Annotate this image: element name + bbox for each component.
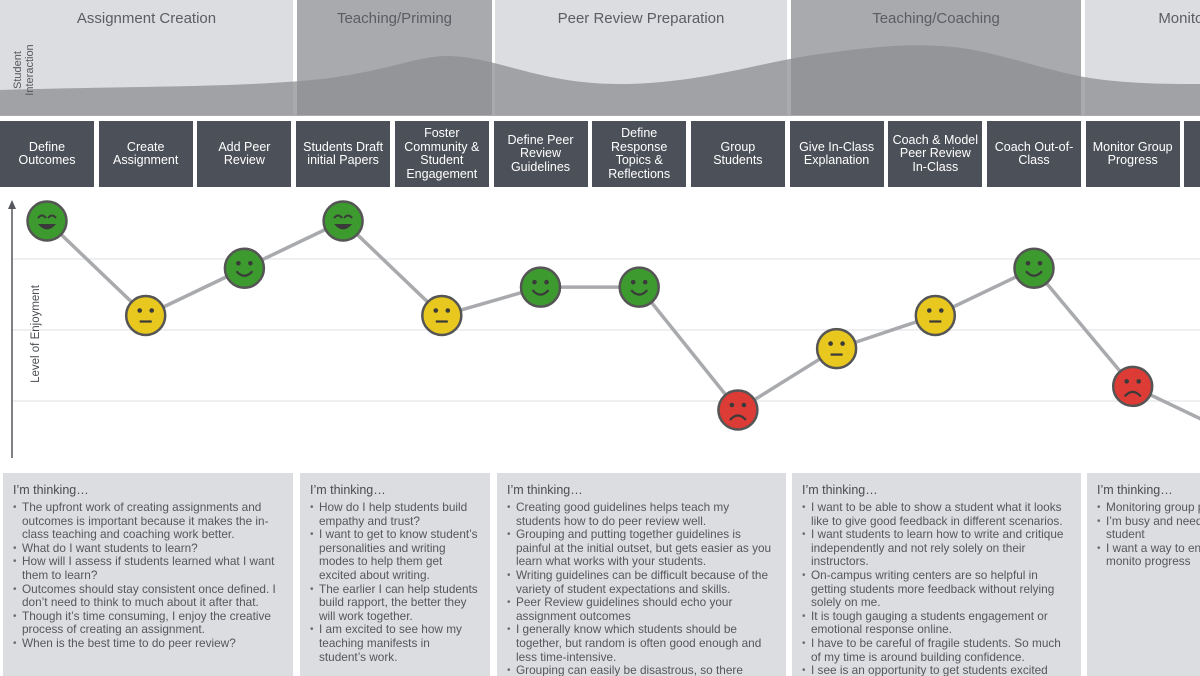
mood-face-happy-icon (223, 247, 266, 289)
step-card: Monitor Group Progress (1085, 121, 1180, 187)
panel-title: I’m thinking… (13, 483, 89, 497)
phase-label: Peer Review Preparation (557, 10, 725, 27)
step-card: C (1184, 121, 1200, 187)
thinking-panel: I’m thinking… I want to be able to show a… (792, 473, 1081, 676)
step-card: Define Response Topics & Reflections (592, 121, 687, 187)
thought-item: On-campus writing centers are so helpful… (802, 568, 1071, 610)
thought-item: I’m busy and need notified of student (1097, 514, 1200, 542)
thought-list: The upfront work of creating assignments… (13, 500, 283, 651)
thinking-panel: I’m thinking… How do I help students buil… (300, 473, 490, 676)
mood-face-neutral-icon (124, 294, 167, 337)
thought-item: When is the best time to do peer review? (13, 636, 283, 651)
thought-item: Grouping can easily be disastrous, so th… (507, 663, 776, 676)
thought-item: I have to be careful of fragile students… (802, 636, 1071, 664)
thought-item: I generally know which students should b… (507, 623, 776, 664)
mood-face-neutral-icon (815, 327, 858, 370)
thought-item: I am excited to see how my teaching mani… (310, 623, 480, 664)
thought-item: Grouping and putting together guidelines… (507, 527, 776, 569)
thought-list: Monitoring group p laborious.I’m busy an… (1097, 500, 1200, 569)
phase-label: Assignment Creation (76, 10, 217, 27)
thought-item: Writing guidelines can be difficult beca… (507, 568, 776, 596)
thinking-panel: I’m thinking… Monitoring group p laboriou… (1087, 473, 1200, 676)
thinking-panel: I’m thinking… Creating good guidelines he… (497, 473, 786, 676)
thought-item: What do I want students to learn? (13, 541, 283, 556)
step-card: Foster Community & Student Engagement (394, 121, 489, 187)
step-card: Define Outcomes (0, 121, 94, 187)
phase-label: Monitori (1158, 10, 1200, 27)
thought-item: I want students to learn how to write an… (802, 527, 1071, 569)
panel-title: I’m thinking… (310, 483, 386, 497)
thought-item: The earlier I can help students build ra… (310, 582, 480, 624)
thought-item: I want a way to en students to monito pr… (1097, 541, 1200, 569)
mood-face-happy-icon (618, 266, 660, 308)
student-interaction-label: Student Interaction (12, 44, 36, 96)
phase-label: Teaching/Coaching (872, 10, 1000, 27)
mood-face-very-happy-icon (322, 200, 364, 242)
mood-face-sad-icon (717, 389, 759, 431)
step-card: Define Peer Review Guidelines (493, 121, 588, 187)
mood-face-neutral-icon (914, 294, 957, 337)
thought-item: How will I assess if students learned wh… (13, 555, 283, 582)
mood-face-sad-icon (1111, 365, 1154, 408)
thinking-panel: I’m thinking… The upfront work of creatin… (3, 473, 293, 676)
thought-item: Creating good guidelines helps teach my … (507, 500, 776, 528)
mood-face-happy-icon (519, 266, 562, 308)
student-interaction-wave (0, 45, 1200, 116)
step-card: Coach & Model Peer Review In-Class (888, 121, 983, 187)
y-axis-arrow (8, 200, 16, 209)
mood-face-happy-icon (1013, 247, 1055, 289)
step-card: Coach Out-of-Class (987, 121, 1081, 187)
thought-item: Though it’s time consuming, I enjoy the … (13, 609, 283, 637)
thought-item: Peer Review guidelines should echo your … (507, 595, 776, 623)
thought-item: I want to be able to show a student what… (802, 500, 1071, 528)
step-card: Students Draft initial Papers (296, 121, 391, 187)
enjoyment-axis-label: Level of Enjoyment (30, 285, 42, 383)
thought-item: I want to get to know student’s personal… (310, 527, 480, 582)
thought-list: I want to be able to show a student what… (802, 500, 1071, 676)
panel-title: I’m thinking… (1097, 483, 1173, 497)
step-card: Add Peer Review (197, 121, 292, 187)
mood-face-neutral-icon (421, 294, 463, 337)
thought-item: The upfront work of creating assignments… (13, 500, 283, 542)
step-card: Give In-Class Explanation (789, 121, 884, 187)
mood-face-very-happy-icon (26, 200, 68, 242)
phase-label: Teaching/Priming (336, 10, 453, 27)
thought-item: I see is an opportunity to get students … (802, 664, 1071, 676)
step-card: Create Assignment (98, 121, 193, 187)
thought-list: How do I help students build empathy and… (310, 500, 480, 664)
thought-item: How do I help students build empathy and… (310, 500, 480, 528)
thought-list: Creating good guidelines helps teach my … (507, 500, 776, 676)
thought-item: It is tough gauging a students engagemen… (802, 609, 1071, 637)
panel-title: I’m thinking… (507, 483, 583, 497)
panel-title: I’m thinking… (802, 483, 878, 497)
enjoyment-chart (8, 200, 1200, 458)
thought-item: Outcomes should stay consistent once def… (13, 582, 283, 610)
step-card: Group Students (690, 121, 785, 187)
thought-item: Monitoring group p laborious. (1097, 500, 1200, 515)
